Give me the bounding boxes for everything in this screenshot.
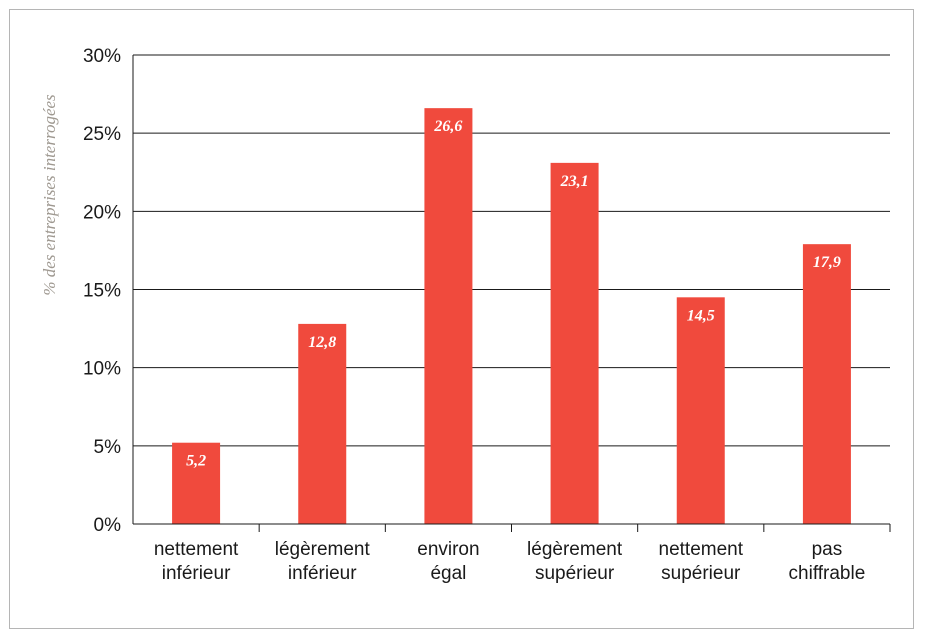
- category-label: pas: [812, 539, 843, 560]
- bars: [172, 108, 851, 525]
- data-label: 14,5: [687, 307, 715, 324]
- gridlines: [133, 54, 890, 447]
- bar: [550, 162, 599, 524]
- bar: [802, 244, 851, 524]
- category-label: égal: [430, 563, 466, 584]
- y-tick-label: 0%: [94, 515, 122, 536]
- data-label: 23,1: [560, 173, 589, 190]
- category-labels: nettement inférieur légèrement inférieur env…: [154, 539, 865, 584]
- bar: [172, 442, 221, 524]
- bar-chart: 0% 5% 10% 15% 20% 25% 30% nettement inférieur lé…: [40, 46, 891, 584]
- data-label: 26,6: [433, 118, 462, 135]
- category-label: inférieur: [288, 563, 357, 584]
- data-label: 12,8: [308, 334, 336, 351]
- y-tick-label: 20%: [83, 202, 121, 223]
- category-label: environ: [417, 539, 479, 560]
- data-labels: 5,2 12,8 26,6 23,1 14,5 17,9: [186, 118, 841, 470]
- y-axis-label: % des entreprises interrogées: [40, 94, 59, 296]
- category-label: nettement: [659, 539, 744, 560]
- category-label: supérieur: [661, 563, 741, 584]
- category-label: légèrement: [527, 539, 623, 560]
- y-tick-label: 30%: [83, 46, 121, 67]
- bar: [424, 108, 473, 525]
- category-label: inférieur: [162, 563, 231, 584]
- y-tick-label: 5%: [94, 437, 122, 458]
- data-label: 5,2: [186, 453, 206, 470]
- category-label: chiffrable: [789, 563, 866, 584]
- category-label: légèrement: [275, 539, 371, 560]
- y-tick-label: 15%: [83, 281, 121, 302]
- bar: [676, 297, 725, 524]
- bar: [298, 323, 347, 524]
- y-tick-label: 25%: [83, 124, 121, 145]
- category-label: supérieur: [535, 563, 615, 584]
- category-label: nettement: [154, 539, 239, 560]
- data-label: 17,9: [813, 254, 841, 271]
- axes: [132, 55, 891, 532]
- y-tick-labels: 0% 5% 10% 15% 20% 25% 30%: [83, 46, 121, 536]
- y-tick-label: 10%: [83, 359, 121, 380]
